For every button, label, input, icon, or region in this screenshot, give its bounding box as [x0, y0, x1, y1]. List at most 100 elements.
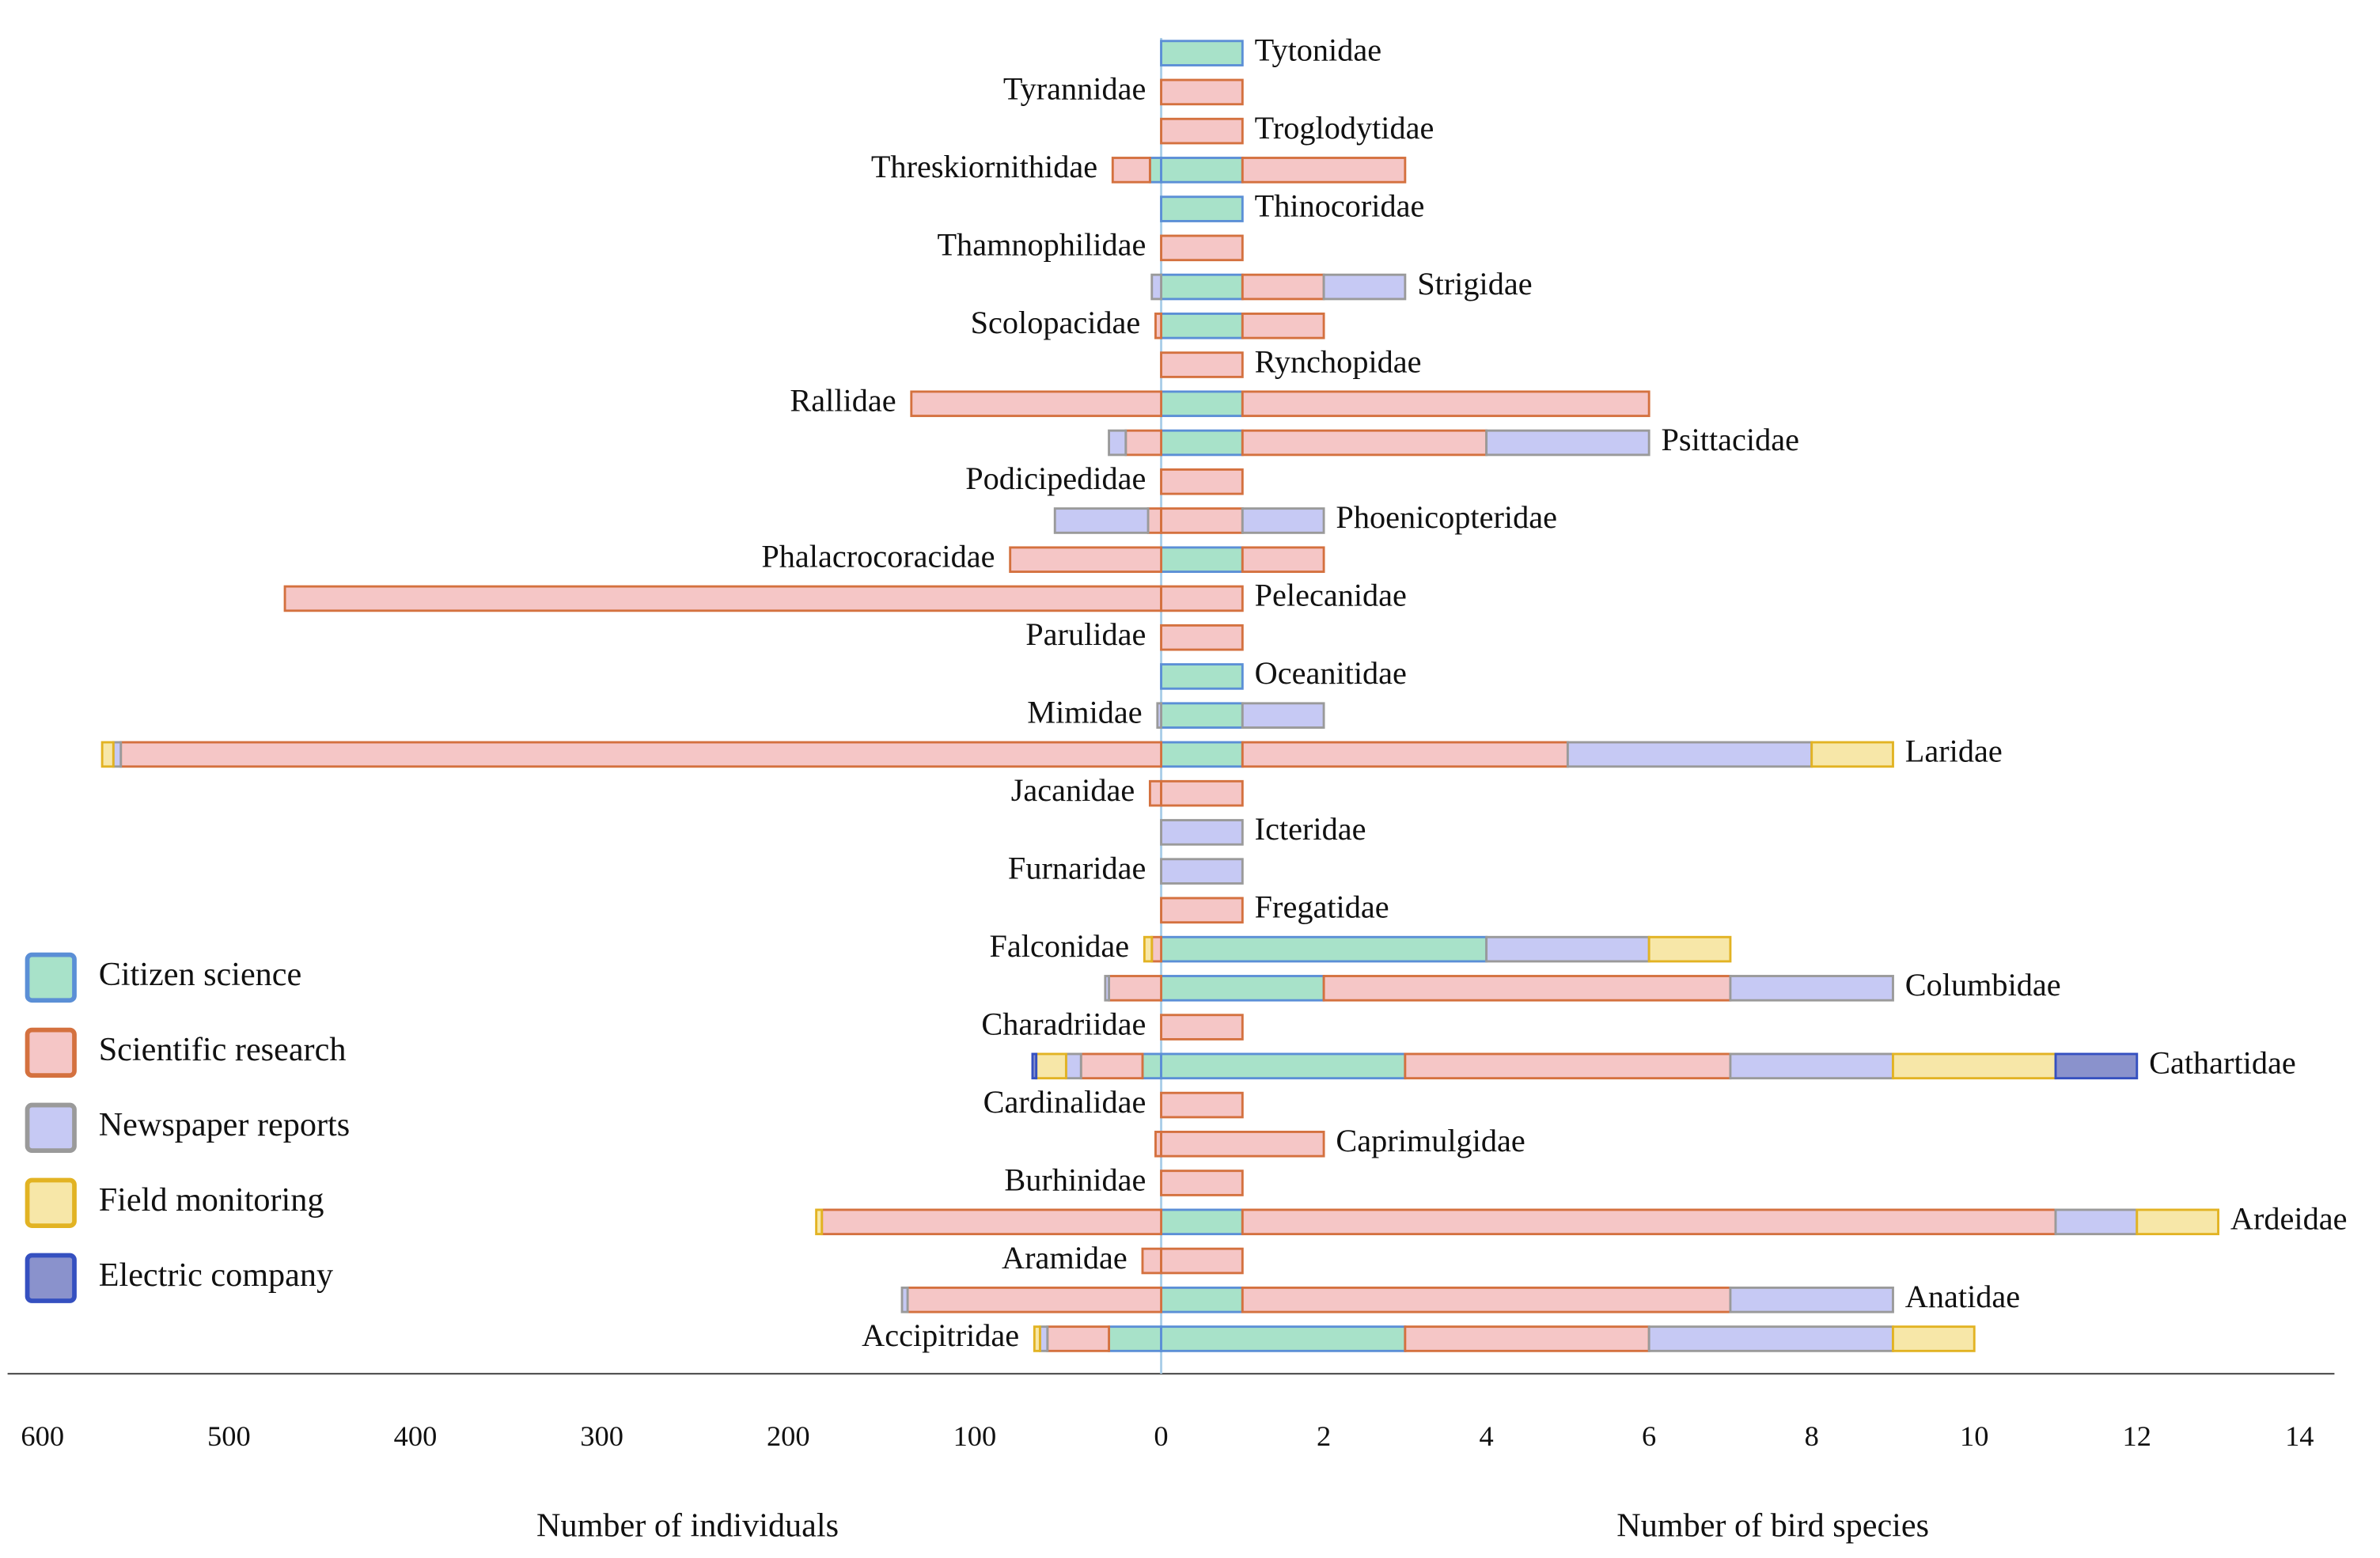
x-tick-label: 300	[580, 1420, 623, 1452]
category-label: Furnaridae	[1008, 850, 1146, 885]
bar-segment	[1160, 351, 1244, 378]
bar-segment	[1160, 429, 1244, 457]
bar-segment	[1160, 1208, 1244, 1236]
bar-segment	[2054, 1052, 2139, 1080]
bar-segment	[1160, 897, 1244, 924]
left-axis-label: Number of individuals	[536, 1507, 839, 1544]
bar-segment	[1160, 624, 1244, 651]
category-label: Strigidae	[1417, 266, 1532, 301]
category-label: Rynchopidae	[1255, 343, 1422, 379]
bar-segment	[1053, 507, 1150, 534]
bar-segment	[1160, 313, 1244, 339]
category-label: Thamnophilidae	[937, 227, 1146, 263]
category-label: Psittacidae	[1662, 422, 1799, 457]
category-label: Tyrannidae	[1003, 71, 1146, 107]
bar-segment	[1241, 429, 1488, 457]
bar-segment	[910, 390, 1162, 418]
category-label: Mimidae	[1027, 694, 1142, 730]
bar-segment	[1160, 507, 1244, 534]
x-tick-label: 0	[1154, 1420, 1168, 1452]
bar-segment	[1160, 741, 1244, 768]
bar-segment	[1160, 585, 1244, 612]
legend-swatch	[25, 1177, 77, 1228]
category-label: Rallidae	[790, 383, 896, 419]
bar-segment	[1404, 1325, 1650, 1352]
x-tick-label: 12	[2123, 1420, 2151, 1452]
legend-label: Field monitoring	[99, 1181, 324, 1219]
bar-segment	[1108, 429, 1127, 457]
bar-segment	[1160, 117, 1244, 145]
bar-segment	[1729, 975, 1894, 1002]
legend-swatch	[25, 952, 77, 1003]
category-label: Troglodytidae	[1255, 110, 1434, 146]
x-tick-label: 200	[767, 1420, 810, 1452]
x-tick-label: 6	[1642, 1420, 1656, 1452]
x-tick-label: 500	[207, 1420, 251, 1452]
category-label: Anatidae	[1905, 1279, 2020, 1314]
category-label: Cathartidae	[2149, 1045, 2296, 1081]
bar-segment	[1154, 313, 1162, 339]
bar-segment	[1241, 1286, 1732, 1313]
bar-segment	[820, 1208, 1162, 1236]
legend-swatch	[25, 1253, 77, 1303]
bar-segment	[1160, 234, 1244, 262]
bar-segment	[119, 741, 1162, 768]
bar-segment	[1160, 663, 1244, 690]
bar-segment	[1124, 429, 1162, 457]
bar-segment	[1160, 273, 1244, 301]
bar-segment	[1160, 1014, 1244, 1041]
x-tick-label: 2	[1317, 1420, 1331, 1452]
bar-segment	[1729, 1052, 1894, 1080]
bar-segment	[815, 1208, 824, 1236]
category-label: Aramidae	[1002, 1240, 1127, 1276]
category-label: Oceanitidae	[1255, 655, 1407, 691]
right-axis-label: Number of bird species	[1616, 1507, 1929, 1544]
category-label: Phalacrocoracidae	[761, 538, 995, 574]
bar-segment	[1322, 975, 1732, 1002]
bar-segment	[1160, 1169, 1244, 1196]
category-label: Burhinidae	[1004, 1162, 1146, 1197]
bar-segment	[1241, 1208, 2057, 1236]
category-label: Cardinalidae	[983, 1084, 1146, 1120]
category-label: Columbidae	[1905, 967, 2061, 1003]
bar-segment	[1729, 1286, 1894, 1313]
bar-segment	[2136, 1208, 2219, 1236]
category-label: Icteridae	[1255, 811, 1366, 847]
bar-segment	[1566, 741, 1813, 768]
bar-segment	[1143, 935, 1154, 963]
category-label: Falconidae	[990, 928, 1130, 964]
category-label: Pelecanidae	[1255, 578, 1407, 613]
bar-segment	[1485, 429, 1650, 457]
bar-segment	[1160, 468, 1244, 495]
x-tick-label: 8	[1805, 1420, 1819, 1452]
bar-segment	[1160, 819, 1244, 846]
bar-segment	[900, 1286, 909, 1313]
legend-label: Scientific research	[99, 1031, 347, 1068]
bar-segment	[1108, 975, 1162, 1002]
bar-segment	[1241, 702, 1325, 729]
bar-segment	[1160, 1091, 1244, 1119]
legend-label: Newspaper reports	[99, 1106, 350, 1143]
bar-segment	[1108, 1325, 1162, 1352]
bar-segment	[1148, 157, 1162, 184]
bar-segment	[1160, 1325, 1407, 1352]
bar-segment	[1146, 507, 1162, 534]
bar-segment	[1031, 1052, 1038, 1080]
bar-segment	[1241, 313, 1325, 339]
category-label: Parulidae	[1025, 616, 1146, 652]
bar-segment	[2054, 1208, 2139, 1236]
bar-segment	[1160, 195, 1244, 222]
category-label: Phoenicopteridae	[1336, 499, 1557, 535]
bar-segment	[1160, 390, 1244, 418]
bar-segment	[1033, 1325, 1041, 1352]
bar-segment	[1064, 1052, 1082, 1080]
bar-segment	[1485, 935, 1650, 963]
bar-segment	[906, 1286, 1162, 1313]
bar-segment	[1148, 779, 1162, 807]
bar-segment	[1009, 546, 1162, 574]
bar-segment	[1241, 741, 1569, 768]
category-label: Podicipedidae	[965, 461, 1146, 496]
bar-segment	[1160, 78, 1244, 106]
legend-label: Citizen science	[99, 956, 302, 993]
